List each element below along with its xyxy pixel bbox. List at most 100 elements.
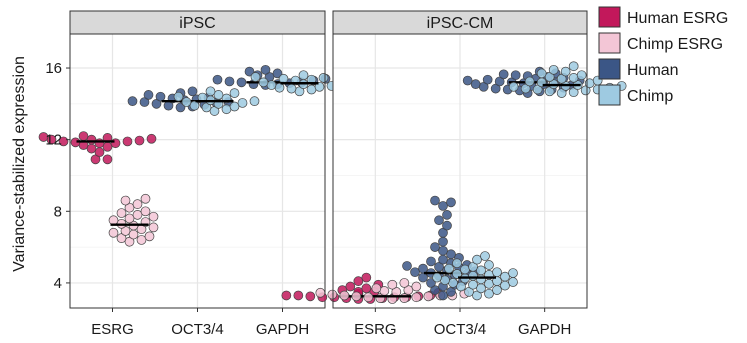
data-point xyxy=(58,136,69,147)
data-point xyxy=(140,193,151,204)
data-point xyxy=(510,70,521,81)
legend-swatch xyxy=(598,32,621,54)
data-point xyxy=(132,199,143,209)
data-point xyxy=(86,143,97,154)
data-point xyxy=(446,249,456,260)
legend-swatch xyxy=(598,58,621,80)
data-point xyxy=(560,66,571,77)
legend-label: Human xyxy=(627,62,679,79)
data-point xyxy=(286,83,297,94)
data-point xyxy=(124,213,135,224)
data-point xyxy=(361,272,372,283)
data-point xyxy=(426,278,436,288)
legend: Human ESRG Chimp ESRG Human Chimp xyxy=(598,6,728,106)
data-point xyxy=(187,86,198,97)
data-point xyxy=(448,278,458,288)
data-point xyxy=(468,279,478,290)
data-point xyxy=(418,272,428,283)
data-point xyxy=(102,141,113,152)
data-point xyxy=(462,75,473,86)
data-point xyxy=(476,265,486,276)
data-point xyxy=(423,291,434,302)
data-point xyxy=(500,280,510,291)
data-point xyxy=(146,133,157,144)
data-point xyxy=(181,97,192,107)
data-point xyxy=(127,96,138,107)
panel-1: iPSC ESRG OCT3/4 GAPDH 4 8 12 16 xyxy=(38,10,345,338)
data-point xyxy=(327,289,338,300)
data-point xyxy=(508,268,518,278)
data-point xyxy=(281,290,292,301)
data-point xyxy=(446,197,456,208)
data-point xyxy=(237,98,248,108)
x-tick-label: ESRG xyxy=(354,321,397,338)
x-tick-label: GAPDH xyxy=(518,321,571,338)
data-point xyxy=(482,74,493,85)
data-point xyxy=(173,91,184,102)
data-point xyxy=(155,91,166,102)
data-point xyxy=(134,135,145,146)
data-point xyxy=(78,131,89,141)
panel-title: iPSC-CM xyxy=(427,15,494,32)
point-group xyxy=(432,251,518,301)
data-point xyxy=(410,267,420,278)
data-point xyxy=(224,76,235,87)
data-point xyxy=(122,136,133,147)
data-point xyxy=(102,154,113,165)
data-point xyxy=(361,283,372,294)
data-point xyxy=(492,267,502,278)
data-point xyxy=(411,292,422,303)
data-point xyxy=(293,290,304,301)
x-tick-label: OCT3/4 xyxy=(434,321,487,338)
data-point xyxy=(452,269,462,279)
data-point xyxy=(456,281,466,292)
data-point xyxy=(298,70,309,81)
data-point xyxy=(444,263,454,274)
data-point xyxy=(480,251,490,261)
data-point xyxy=(492,285,502,295)
data-point xyxy=(460,264,470,275)
data-point xyxy=(468,270,478,281)
data-point xyxy=(120,195,131,206)
data-point xyxy=(387,279,398,290)
legend-label: Chimp ESRG xyxy=(627,36,723,53)
data-point xyxy=(144,231,155,242)
data-point xyxy=(476,283,486,294)
data-point xyxy=(229,101,240,112)
y-tick-label: 8 xyxy=(54,203,62,220)
data-point xyxy=(143,90,154,100)
y-axis-label: Variance-stabilized expression xyxy=(11,56,28,272)
data-point xyxy=(189,100,200,111)
data-point xyxy=(205,86,216,97)
data-point xyxy=(229,88,240,98)
data-point xyxy=(140,206,151,217)
data-point xyxy=(274,82,285,93)
data-point xyxy=(318,73,329,83)
data-point xyxy=(438,236,448,247)
data-point xyxy=(250,72,261,82)
data-point xyxy=(116,208,127,218)
point-group xyxy=(173,86,260,116)
data-point xyxy=(315,287,326,298)
data-point xyxy=(94,147,105,158)
panel-2: iPSC-CM ESRG OCT3/4 GAPDH xyxy=(281,10,627,338)
data-point xyxy=(278,73,289,84)
data-point xyxy=(371,283,382,294)
data-point xyxy=(438,290,448,301)
data-point xyxy=(339,290,350,301)
data-point xyxy=(438,254,448,265)
data-point xyxy=(508,277,518,287)
data-point xyxy=(442,210,452,220)
data-point xyxy=(353,276,364,286)
data-point xyxy=(260,64,271,75)
data-point xyxy=(452,258,462,269)
x-tick-label: OCT3/4 xyxy=(171,321,224,338)
data-point xyxy=(402,261,412,271)
data-point xyxy=(148,211,159,222)
data-point xyxy=(418,263,428,274)
point-group xyxy=(108,193,159,247)
data-point xyxy=(221,104,232,115)
data-point xyxy=(94,138,105,149)
data-point xyxy=(568,61,579,72)
